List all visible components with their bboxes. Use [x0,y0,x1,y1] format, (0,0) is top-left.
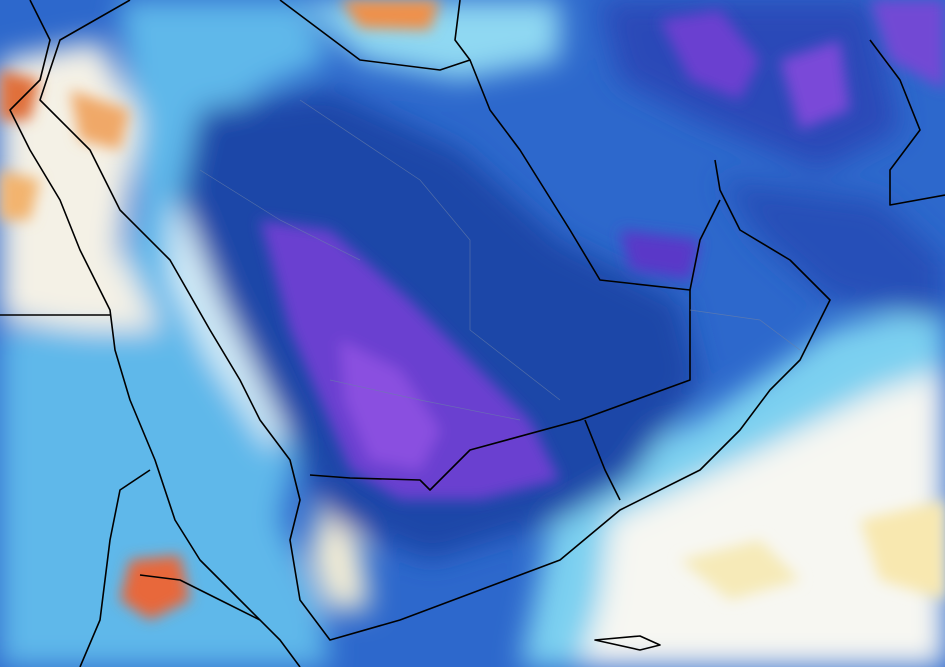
purple-area-uae [620,230,700,280]
orange-spot-1 [0,70,40,120]
orange-spot-2 [70,90,130,150]
orange-spot-3 [0,170,40,220]
coastline-gulf [279,0,721,291]
yellow-patch-sea-2 [860,500,945,600]
yellow-patch-sea-1 [680,540,800,600]
dark-blue-area [180,90,700,560]
province-lines [199,99,801,421]
purple-area [260,220,560,500]
pale-strip-red-sea [170,200,290,450]
border-somalia [139,574,261,621]
purple-core [340,340,440,470]
border-ethiopia [79,469,151,667]
purple-area-iran [780,40,850,130]
dark-blue-area-east [720,180,945,320]
border-yemen-oman [584,419,621,501]
island-socotra [594,635,661,651]
border-saudi-south [309,290,691,491]
border-iran [869,39,945,206]
intense-layers [0,0,945,620]
coastline-west [9,0,301,667]
orange-spot-north [340,0,440,30]
coastline-arabia [39,0,831,641]
purple-area-northeast [870,0,945,90]
cyan-band-west [0,0,330,667]
pale-area-yemen [310,500,370,610]
border-iraq [454,0,471,61]
purple-area-north [660,10,760,100]
orange-spot-south [120,555,190,620]
pale-area-sea [580,370,945,667]
